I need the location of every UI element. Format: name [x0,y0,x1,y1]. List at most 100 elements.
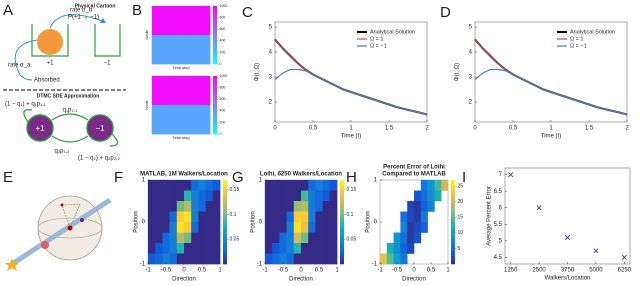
x-axis-label: Walkers/Location [545,276,591,282]
x-axis-label: Time step [172,135,190,140]
heatmap-cell [155,222,163,233]
heatmap-cell [272,243,280,254]
heatmap-cell [166,49,175,65]
panel-label: H [346,169,357,186]
colorbar-segment [451,185,455,189]
heatmap-cell [173,20,182,36]
colorbar-segment [213,95,217,98]
arrow [23,109,33,123]
heatmap-cell [191,253,199,265]
colorbar-segment [340,199,344,203]
colorbar-segment [213,40,217,44]
heatmap-cell [315,190,323,202]
rate-label: rate σ_a [8,63,31,69]
y-axis-label: Position [134,211,140,232]
heatmap-cell [301,232,309,244]
colorbar-segment [223,185,227,189]
colorbar-segment [213,11,217,15]
heatmap-cell [286,201,295,212]
colorbar-label: 0.1 [230,212,237,218]
y-axis-label: Position [366,211,372,232]
heatmap-cell [176,222,185,233]
heatmap-cell [188,119,196,135]
x-tick-label: -1 [377,268,383,274]
heatmap-cell [380,253,388,265]
colorbar-segment [223,227,227,231]
heatmap-cell [414,222,422,233]
heatmap-cell [181,119,189,135]
heatmap-cell [212,243,221,254]
colorbar-segment [213,128,217,131]
colorbar-segment [213,85,217,88]
point [80,218,84,222]
heatmap-cell [181,90,189,106]
heatmap-cell [205,190,214,202]
heatmap-cell [308,222,316,233]
heatmap-cell [265,190,273,202]
colorbar-label: 0.15 [230,187,240,193]
x-tick-label: 1 [218,268,222,274]
heatmap-cell [407,232,415,244]
colorbar-segment [340,230,344,234]
heatmap-cell [152,35,160,50]
heatmap-cell [155,253,163,265]
colorbar-segment [223,230,227,234]
heatmap-cell [184,232,192,244]
heatmap-cell [184,243,192,254]
heatmap-cell [159,119,167,135]
rate-label: rate σ_b [70,8,93,14]
heatmap-cell [152,6,160,21]
heatmap-cell [265,243,273,254]
x-tick-label: -1 [262,268,268,274]
heatmap-cell [195,119,204,135]
heatmap-cell [169,180,178,191]
colorbar-segment [340,236,344,240]
colorbar-segment [451,216,455,220]
y-tick-label: 5.5 [494,222,503,228]
colorbar-label: 5 [458,246,461,252]
y-tick-label: 4.5 [494,255,503,261]
colorbar-segment [340,258,344,262]
heatmap-cell [427,180,435,191]
y-tick-label: 0 [259,220,263,226]
plot-area [474,21,628,123]
heatmap-cell [301,201,309,212]
colorbar-segment [223,194,227,198]
heatmap-cell [166,90,175,106]
y-tick-label: 4 [469,50,473,56]
heatmap-cell [308,232,316,244]
colorbar-segment [213,42,217,45]
heatmap-cell [166,35,175,50]
heatmap-cell [400,253,408,265]
transition-label: (1 − q₁) + q₁p₁,₁ [5,102,46,108]
heatmap-cell [152,49,160,65]
heatmap-cell [181,49,189,65]
x-tick-label: 1 [549,126,553,132]
heatmap-cell [152,105,160,120]
heatmap-cell [265,201,273,212]
x-tick-label: 5000 [589,268,603,274]
line-series [474,68,628,116]
heatmap-cell [148,253,156,265]
diagram-title: Physical Cartoon [75,3,116,9]
heatmap-cell [420,222,428,233]
colorbar-segment [213,9,217,13]
heatmap-cell [279,190,287,202]
colorbar-segment [451,191,455,195]
heatmap-cell [393,243,401,254]
heatmap-cell [293,180,302,191]
heatmap-cell [265,211,273,223]
x-tick-label: 1250 [504,268,518,274]
heatmap-cell [286,222,295,233]
heatmap-cell [198,253,206,265]
colorbar-segment [213,118,217,121]
heatmap-cell [329,180,338,191]
transition-label: q₂p₁,₂ [54,149,70,155]
heatmap-cell [315,201,323,212]
heatmap-cell [159,49,167,65]
colorbar-segment [340,213,344,217]
heatmap-cell [301,190,309,202]
colorbar-label: 15 [458,215,464,221]
colorbar-segment [213,83,217,86]
heatmap-cell [148,232,156,244]
